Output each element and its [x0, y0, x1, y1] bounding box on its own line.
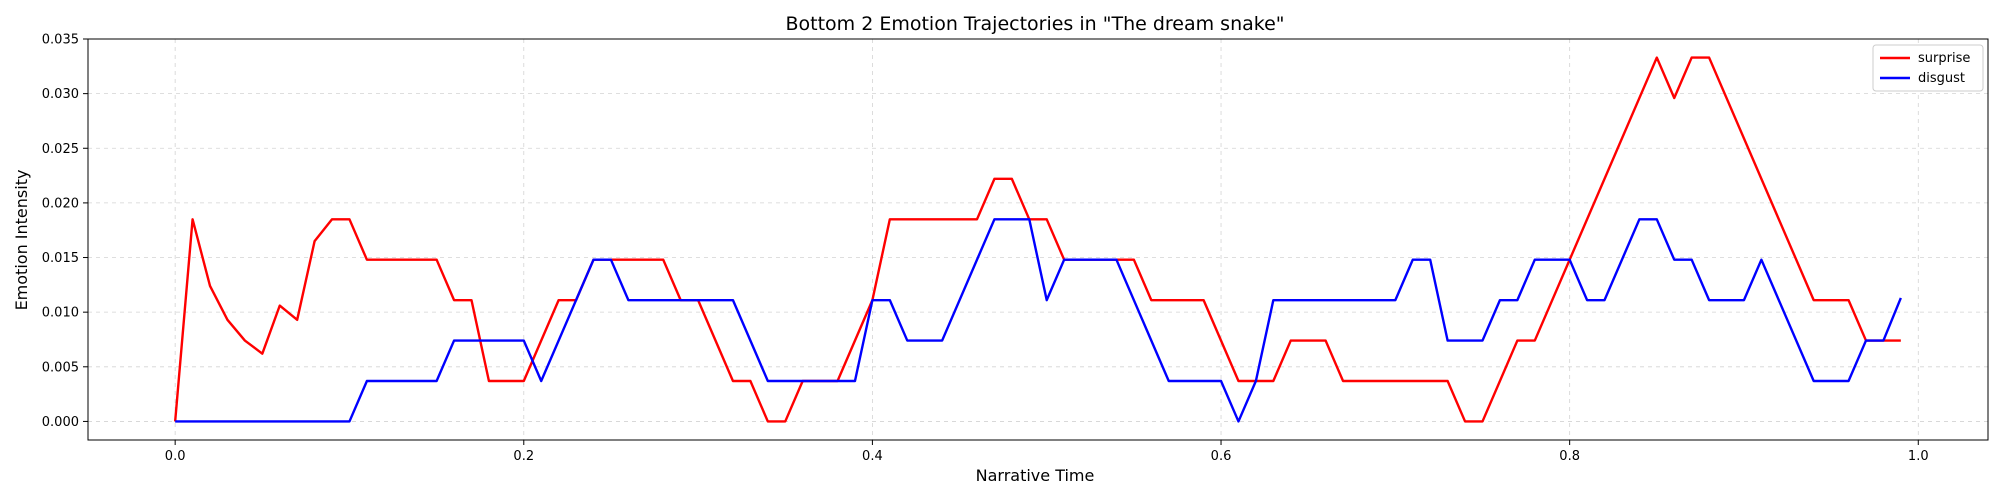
chart-title: Bottom 2 Emotion Trajectories in "The dr…	[785, 13, 1284, 35]
y-tick-label: 0.035	[42, 33, 79, 48]
y-tick-label: 0.015	[42, 251, 79, 266]
x-tick-label: 0.6	[1211, 449, 1232, 464]
y-tick-label: 0.030	[42, 87, 79, 102]
y-tick-label: 0.020	[42, 196, 79, 211]
x-tick-label: 0.2	[513, 449, 534, 464]
y-tick-label: 0.025	[42, 142, 79, 157]
legend-label-disgust: disgust	[1918, 71, 1965, 86]
grid	[88, 38, 1988, 440]
legend: surprise disgust	[1872, 44, 1984, 92]
y-tick-label: 0.010	[42, 306, 79, 321]
y-tick-label: 0.000	[42, 415, 79, 430]
y-axis-label: Emotion Intensity	[12, 170, 31, 311]
legend-label-surprise: surprise	[1918, 51, 1970, 66]
x-axis-ticks: 0.0 0.2 0.4 0.6 0.8 1.0	[165, 440, 1929, 464]
series-line-disgust	[175, 218, 1902, 423]
x-tick-label: 1.0	[1908, 449, 1929, 464]
x-tick-label: 0.8	[1559, 449, 1580, 464]
x-tick-label: 0.4	[862, 449, 883, 464]
legend-box	[1872, 44, 1984, 92]
x-tick-label: 0.0	[165, 449, 186, 464]
series-line-surprise	[173, 56, 1901, 423]
series-lines	[173, 56, 1902, 423]
plot-area-frame	[87, 38, 1989, 441]
x-axis-label: Narrative Time	[976, 466, 1095, 485]
y-axis-ticks: 0.000 0.005 0.010 0.015 0.020 0.025 0.030 0.035	[42, 33, 88, 430]
y-tick-label: 0.005	[42, 360, 79, 375]
